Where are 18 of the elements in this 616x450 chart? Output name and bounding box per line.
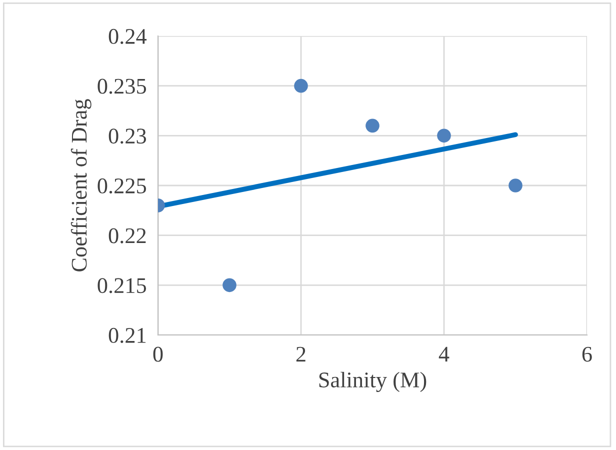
x-tick-label: 6 [582,346,592,362]
point [437,128,451,143]
y-axis-title: Coefficient of Drag [70,99,92,272]
y-tick-label: 0.215 [98,278,146,294]
y-tick-label: 0.22 [108,228,146,244]
y-tick-label: 0.23 [108,128,146,144]
point [294,78,308,93]
point [222,278,236,292]
y-tick-label: 0.235 [98,78,146,94]
y-tick-label: 0.24 [108,28,147,44]
point [366,118,380,133]
y-tick-label: 0.225 [98,178,146,194]
y-tick-label: 0.21 [108,328,146,344]
x-tick-label: 2 [296,346,306,362]
x-axis-title: Salinity (M) [319,372,426,392]
x-tick-label: 0 [153,346,163,362]
x-tick-label: 4 [438,346,450,362]
point [508,178,522,192]
